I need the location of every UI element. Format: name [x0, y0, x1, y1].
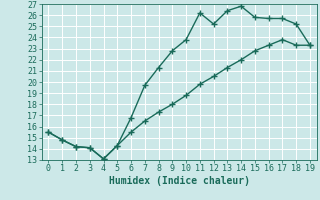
X-axis label: Humidex (Indice chaleur): Humidex (Indice chaleur)	[109, 176, 250, 186]
